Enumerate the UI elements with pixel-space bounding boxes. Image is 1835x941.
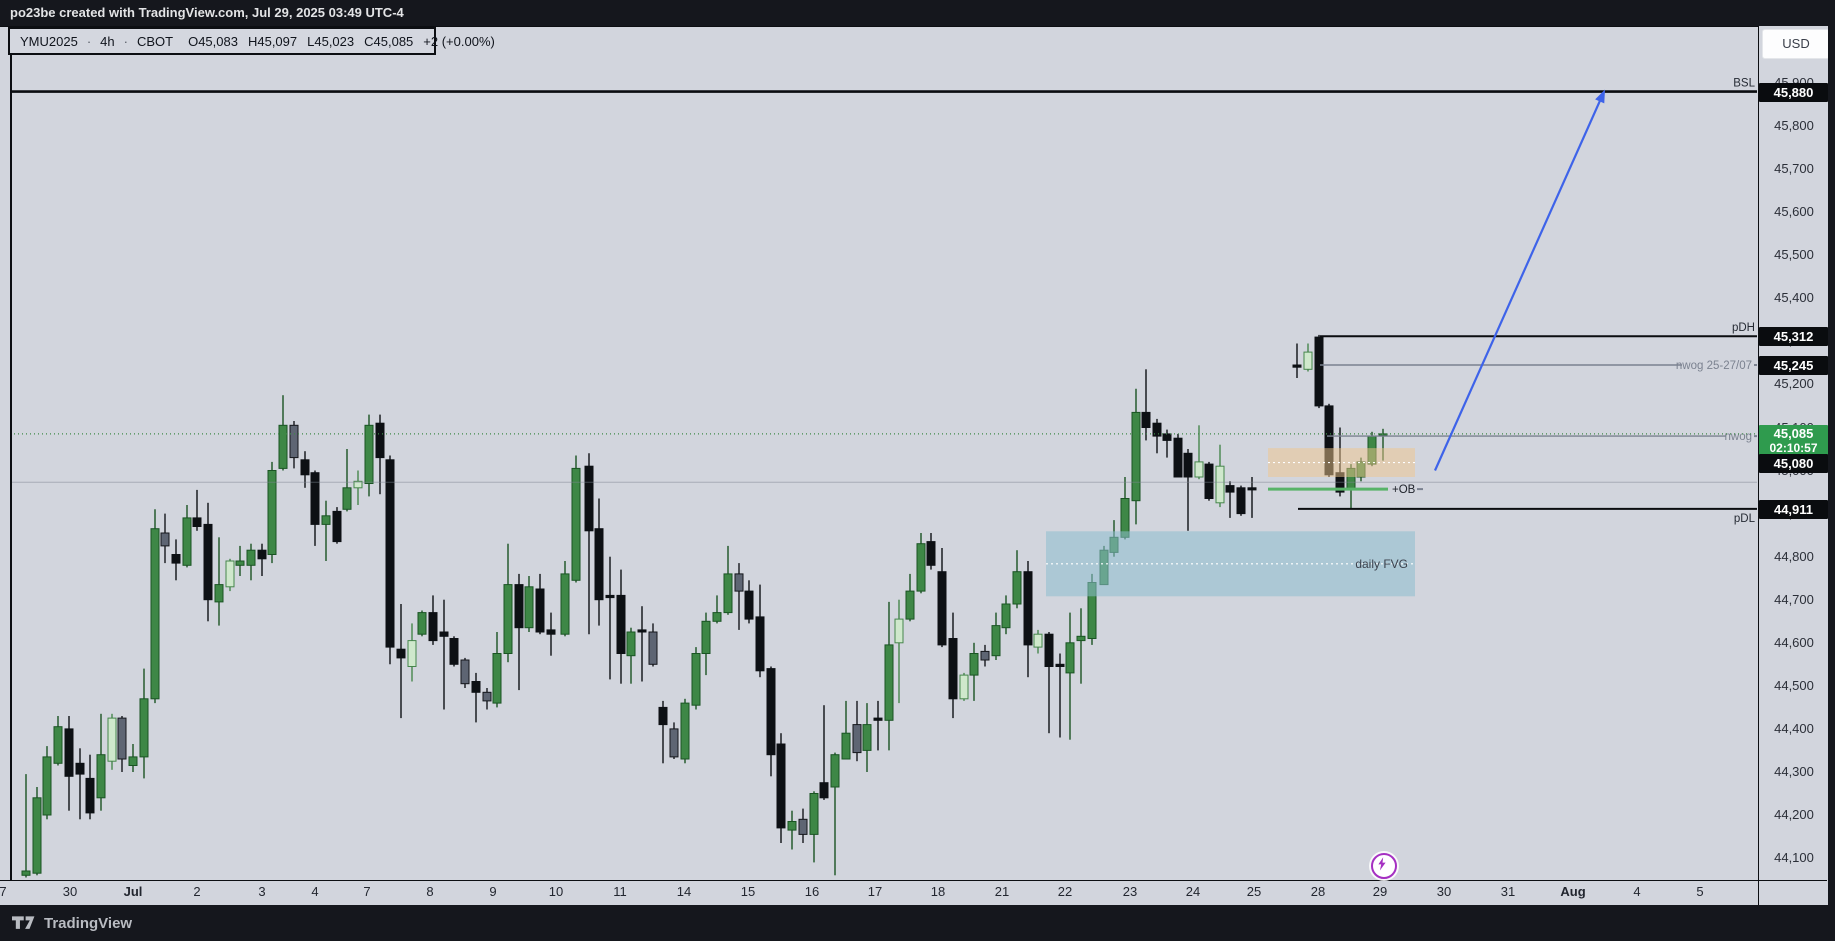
time-tick: 7 [363,884,371,899]
right-frame-edge [1828,26,1835,905]
price-level-label: 45,080 [1759,453,1828,473]
change-value: +2 (+0.00%) [423,33,495,49]
time-tick: 17 [867,884,883,899]
screenshot-caption: po23be created with TradingView.com, Jul… [10,5,404,20]
lightning-event-icon[interactable] [1371,853,1397,879]
time-tick: 24 [1185,884,1201,899]
ohlc-high: H45,097 [247,33,298,49]
time-tick: 8 [426,884,434,899]
exchange-label: CBOT [136,33,174,49]
price-level-label: 45,312 [1759,326,1828,346]
time-tick: 21 [994,884,1010,899]
time-tick: 3 [258,884,266,899]
price-tick: 45,800 [1774,118,1814,134]
legend-separator: · [86,33,92,49]
price-tick: 44,100 [1774,850,1814,866]
price-tick: 44,800 [1774,548,1814,564]
time-tick: 15 [740,884,756,899]
currency-button[interactable]: USD [1762,29,1830,59]
tradingview-mark-icon [12,916,35,929]
price-tick: 45,600 [1774,204,1814,220]
candle-countdown: 02:10:57 [1769,441,1818,455]
time-tick: 30 [62,884,78,899]
time-tick: 11 [613,884,627,899]
time-tick: 2 [193,884,201,899]
ohlc-low: L45,023 [307,33,355,49]
time-tick: Aug [1560,884,1586,899]
price-tick: 45,700 [1774,161,1814,177]
time-tick: 5 [1696,884,1704,899]
price-tick: 44,700 [1774,591,1814,607]
time-tick: 14 [676,884,692,899]
price-tick: 44,200 [1774,807,1814,822]
time-tick: 16 [804,884,820,899]
price-tick: 44,300 [1774,764,1814,779]
legend-separator: · [123,33,128,49]
time-tick: 25 [1246,884,1262,899]
axis-corner-separator [1758,881,1759,905]
footer-bar: TradingView [0,905,1835,941]
price-tick: 44,400 [1774,720,1814,736]
time-tick: 7 [0,884,7,899]
time-tick: 31 [1500,884,1516,899]
time-axis[interactable] [0,880,1827,905]
time-tick: 22 [1057,884,1073,899]
time-tick: Jul [123,884,143,899]
price-tick: 44,600 [1774,634,1814,650]
price-tick: 45,500 [1774,247,1814,263]
ohlc-close: C45,085 [364,33,414,49]
time-tick: 28 [1310,884,1326,899]
chart-frame-top [0,26,1827,27]
ohlc-open: O45,083 [188,33,238,49]
interval-label[interactable]: 4h [100,33,115,49]
current-price-label: 45,085 02:10:57 [1759,425,1828,457]
lightning-bolt-glyph [1378,857,1386,871]
time-tick: 30 [1436,884,1452,899]
time-tick: 18 [930,884,946,899]
time-tick: 4 [311,884,319,899]
price-level-label: 45,880 [1759,82,1828,102]
price-level-label: 44,911 [1759,499,1828,519]
tradingview-wordmark: TradingView [44,914,133,932]
price-tick: 44,500 [1774,677,1814,693]
time-tick: 29 [1372,884,1388,899]
chart-pane[interactable] [0,26,1827,904]
screenshot-title-bar: po23be created with TradingView.com, Jul… [0,0,1835,26]
time-tick: 9 [489,884,497,899]
symbol-name[interactable]: YMU2025 [20,33,78,49]
time-tick: 4 [1633,884,1641,899]
price-level-label: 45,245 [1759,355,1828,375]
chart-frame-left [10,26,12,880]
price-tick: 45,400 [1774,290,1814,306]
tradingview-logo[interactable]: TradingView [12,914,132,932]
time-tick: 23 [1122,884,1138,899]
symbol-legend[interactable]: YMU2025 · 4h · CBOT O45,083 H45,097 L45,… [8,27,495,55]
time-tick: 10 [548,884,564,899]
price-tick: 45,200 [1774,376,1814,392]
